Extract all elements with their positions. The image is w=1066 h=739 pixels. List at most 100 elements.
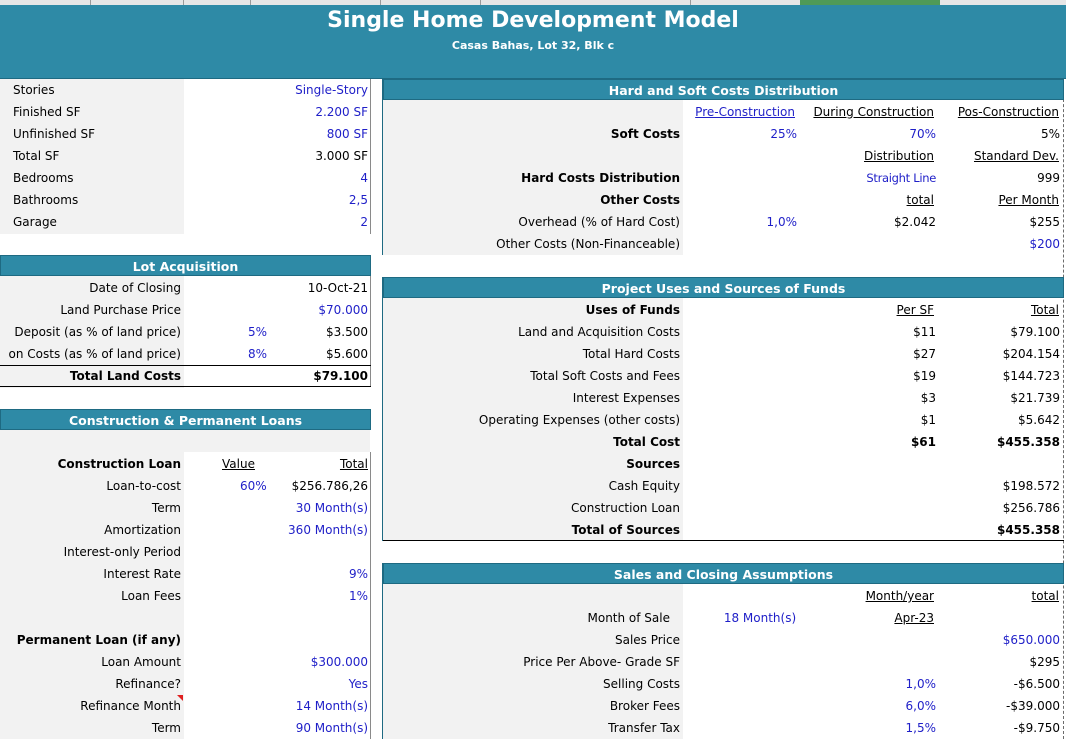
column-divider	[690, 0, 691, 5]
total-cost-persf[interactable]: $61	[910, 435, 936, 449]
bedrooms-value[interactable]: 4	[360, 171, 368, 185]
price-per-sf-label: Price Per Above- Grade SF	[523, 655, 680, 669]
ltc-pct[interactable]: 60%	[240, 479, 267, 493]
land-acquisition-total[interactable]: $79.100	[1010, 325, 1060, 339]
total-sf-label: Total SF	[13, 149, 60, 163]
overhead-month[interactable]: $255	[1029, 215, 1060, 229]
interest-rate-value[interactable]: 9%	[348, 567, 368, 581]
overhead-total[interactable]: $2.042	[894, 215, 936, 229]
refinance-value[interactable]: Yes	[348, 677, 368, 691]
loan-amount-value[interactable]: $300.000	[310, 655, 368, 669]
uses-label-bg	[383, 298, 683, 540]
unfinished-sf-label: Unfinished SF	[13, 127, 96, 141]
column-divider	[183, 0, 184, 5]
transfer-tax-pct[interactable]: 1,5%	[905, 721, 937, 735]
lot-label-bg	[0, 276, 184, 388]
finished-sf-value[interactable]: 2.200 SF	[315, 105, 368, 119]
bathrooms-label: Bathrooms	[13, 193, 79, 207]
soft-costs-total[interactable]: $144.723	[1002, 369, 1060, 383]
non-financeable-label: Other Costs (Non-Financeable)	[496, 237, 680, 251]
term-value[interactable]: 30 Month(s)	[295, 501, 368, 515]
loan-fees-value[interactable]: 1%	[348, 589, 368, 603]
selling-costs-pct[interactable]: 1,0%	[905, 677, 937, 691]
total-sources-value[interactable]: $455.358	[996, 523, 1060, 537]
hard-costs-persf[interactable]: $27	[913, 347, 936, 361]
broker-fees-pct[interactable]: 6,0%	[905, 699, 937, 713]
bedrooms-label: Bedrooms	[13, 171, 74, 185]
comment-indicator-icon[interactable]	[177, 695, 183, 701]
land-acquisition-label: Land and Acquisition Costs	[518, 325, 680, 339]
operating-expenses-persf[interactable]: $1	[920, 413, 936, 427]
hardsoft-label-bg	[383, 100, 683, 255]
hard-costs-total[interactable]: $204.154	[1002, 347, 1060, 361]
broker-fees-label: Broker Fees	[609, 699, 680, 713]
ltc-total[interactable]: $256.786,26	[291, 479, 368, 493]
interest-expenses-persf[interactable]: $3	[920, 391, 936, 405]
deposit-pct[interactable]: 5%	[248, 325, 268, 339]
during-construction-header: During Construction	[813, 105, 934, 119]
deposit-value[interactable]: $3.500	[326, 325, 368, 339]
month-of-sale-value[interactable]: 18 Month(s)	[723, 611, 797, 625]
closing-date-value[interactable]: 10-Oct-21	[307, 281, 368, 295]
closing-costs-pct[interactable]: 8%	[248, 347, 268, 361]
cash-equity-label: Cash Equity	[608, 479, 680, 493]
sales-price-value[interactable]: $650.000	[1002, 633, 1060, 647]
interest-rate-label: Interest Rate	[103, 567, 181, 581]
refinance-month-value[interactable]: 14 Month(s)	[295, 699, 368, 713]
transfer-tax-value[interactable]: -$9.750	[1013, 721, 1060, 735]
total-cost-total[interactable]: $455.358	[996, 435, 1060, 449]
non-financeable-value[interactable]: $200	[1029, 237, 1060, 251]
month-of-sale-date[interactable]: Apr-23	[894, 611, 934, 625]
cash-equity-value[interactable]: $198.572	[1002, 479, 1060, 493]
construction-loan-source-value[interactable]: $256.786	[1002, 501, 1060, 515]
soft-costs-persf[interactable]: $19	[913, 369, 936, 383]
hard-costs-label: Hard Costs Distribution	[521, 171, 680, 185]
land-price-value[interactable]: $70.000	[318, 303, 368, 317]
uses-of-funds-label: Uses of Funds	[585, 303, 680, 317]
column-divider	[250, 0, 251, 5]
total-header: total	[906, 193, 934, 207]
loans-header: Construction & Permanent Loans	[0, 409, 371, 430]
overhead-pct[interactable]: 1,0%	[766, 215, 798, 229]
selected-column-indicator	[800, 0, 940, 5]
post-construction-header: Pos-Construction	[957, 105, 1059, 119]
perm-term-value[interactable]: 90 Month(s)	[295, 721, 368, 735]
unfinished-sf-value[interactable]: 800 SF	[326, 127, 368, 141]
page-break-line	[1063, 79, 1064, 739]
hardsoft-left-border	[382, 79, 383, 255]
lot-border	[370, 276, 371, 386]
amortization-value[interactable]: 360 Month(s)	[288, 523, 368, 537]
title-banner	[0, 5, 1066, 79]
bathrooms-value[interactable]: 2,5	[348, 193, 368, 207]
deposit-label: Deposit (as % of land price)	[14, 325, 181, 339]
selling-costs-value[interactable]: -$6.500	[1013, 677, 1060, 691]
soft-post-value[interactable]: 5%	[1040, 127, 1060, 141]
total-sf-value[interactable]: 3.000 SF	[315, 149, 368, 163]
sales-price-label: Sales Price	[614, 633, 680, 647]
column-divider	[90, 0, 91, 5]
refinance-month-label: Refinance Month	[80, 699, 181, 713]
overhead-label: Overhead (% of Hard Cost)	[518, 215, 680, 229]
land-acquisition-persf[interactable]: $11	[913, 325, 936, 339]
stories-value[interactable]: Single-Story	[295, 83, 368, 97]
operating-expenses-total[interactable]: $5.642	[1018, 413, 1060, 427]
garage-label: Garage	[13, 215, 57, 229]
soft-costs-label: Soft Costs	[610, 127, 680, 141]
permanent-loan-label: Permanent Loan (if any)	[16, 633, 181, 647]
price-per-sf-value[interactable]: $295	[1029, 655, 1060, 669]
refinance-label: Refinance?	[115, 677, 181, 691]
soft-pre-value[interactable]: 25%	[770, 127, 797, 141]
column-divider	[480, 0, 481, 5]
model-subtitle: Casas Bahas, Lot 32, Blk c	[451, 39, 615, 52]
garage-value[interactable]: 2	[360, 215, 368, 229]
hard-costs-total-label: Total Hard Costs	[582, 347, 680, 361]
sources-label: Sources	[626, 457, 680, 471]
total-land-value[interactable]: $79.100	[313, 369, 368, 383]
broker-fees-value[interactable]: -$39.000	[1006, 699, 1060, 713]
hard-std-value[interactable]: 999	[1037, 171, 1060, 185]
closing-costs-value[interactable]: $5.600	[326, 347, 368, 361]
soft-during-value[interactable]: 70%	[909, 127, 936, 141]
value-header: Value	[222, 457, 255, 471]
hard-distribution-value[interactable]: Straight Line	[866, 171, 936, 185]
interest-expenses-total[interactable]: $21.739	[1010, 391, 1060, 405]
